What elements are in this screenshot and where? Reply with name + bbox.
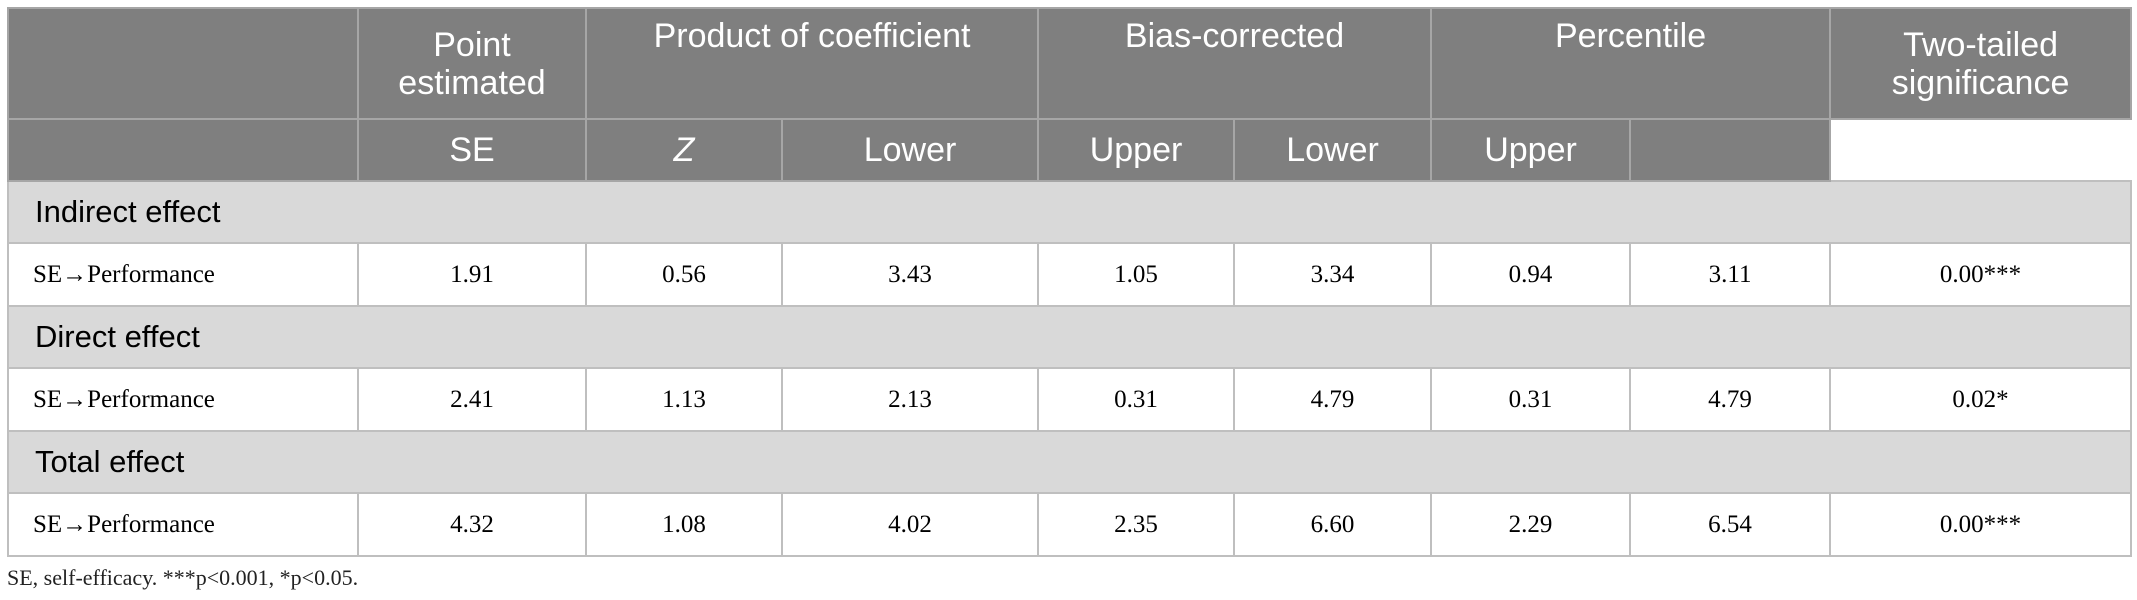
section-row: Direct effect	[6, 305, 2133, 369]
header-cell: Upper	[1037, 118, 1236, 182]
header-cell: Upper	[1430, 118, 1632, 182]
header-cell: Z	[585, 118, 783, 182]
value-cell: 2.13	[780, 367, 1040, 432]
value-cell: 4.79	[1629, 367, 1832, 432]
value-cell: 4.79	[1233, 367, 1433, 432]
section-label: Total effect	[6, 430, 2133, 494]
header-text: Bias-corrected	[1124, 17, 1345, 55]
value-cell: 0.02*	[1829, 367, 2133, 432]
header-text: Percentile	[1554, 17, 1707, 55]
value-cell: 1.13	[585, 367, 783, 432]
data-row: SE→Performance 4.32 1.08 4.02 2.35 6.60 2.29 6.…	[7, 492, 2133, 557]
value-cell: 2.35	[1037, 492, 1236, 557]
section-label: Indirect effect	[6, 180, 2133, 244]
value-cell: 0.31	[1037, 367, 1236, 432]
value-cell: 0.56	[585, 242, 783, 307]
value-cell: 6.54	[1629, 492, 1832, 557]
row-label: SE→Performance	[7, 492, 359, 557]
value-cell: 1.91	[357, 242, 587, 307]
section-row: Indirect effect	[6, 180, 2133, 244]
row-label: SE→Performance	[7, 367, 359, 432]
value-cell: 3.34	[1233, 242, 1433, 307]
row-label: SE→Performance	[7, 242, 359, 307]
header-cell	[7, 7, 359, 120]
header-cell	[7, 118, 359, 182]
header-cell: Percentile	[1430, 7, 1832, 120]
value-cell: 0.31	[1430, 367, 1632, 432]
value-cell: 2.29	[1430, 492, 1632, 557]
header-cell: Point estimated	[357, 7, 587, 120]
section-row: Total effect	[6, 430, 2133, 494]
header-cell: Lower	[780, 118, 1040, 182]
header-cell: Two-tailed significance	[1829, 7, 2133, 120]
value-cell: 1.08	[585, 492, 783, 557]
data-row: SE→Performance 1.91 0.56 3.43 1.05 3.34 0.94 3.…	[7, 242, 2133, 307]
value-cell: 0.94	[1430, 242, 1632, 307]
header-cell	[1629, 118, 1832, 182]
footnote: SE, self-efficacy. ***p<0.001, *p<0.05.	[7, 565, 359, 590]
header-cell: Bias-corrected	[1037, 7, 1433, 120]
header-cell: Product of coefficient	[584, 7, 1040, 120]
value-cell: 1.05	[1037, 242, 1236, 307]
value-cell: 3.11	[1629, 242, 1832, 307]
header-cell: Lower	[1233, 118, 1433, 182]
value-cell: 4.02	[780, 492, 1040, 557]
table-body: Indirect effect SE→Performance 1.91 0.56 3.4…	[6, 180, 2133, 557]
header-cell: SE	[357, 118, 587, 182]
section-label: Direct effect	[6, 305, 2133, 369]
value-cell: 4.32	[357, 492, 587, 557]
data-row: SE→Performance 2.41 1.13 2.13 0.31 4.79 0.31 4.…	[7, 367, 2133, 432]
header-text: Product of coefficient	[653, 17, 971, 55]
value-cell: 2.41	[357, 367, 587, 432]
table: Point estimated Product of coefficient B…	[6, 7, 2133, 557]
value-cell: 3.43	[780, 242, 1040, 307]
header-text: Two-tailed significance	[1891, 25, 2070, 102]
value-cell: 0.00***	[1829, 492, 2133, 557]
header-row: SE Z Lower Upper Lower Upper	[7, 118, 2131, 182]
header-row: Point estimated Product of coefficient B…	[7, 7, 2133, 120]
value-cell: 6.60	[1233, 492, 1433, 557]
header-text: Point estimated	[398, 25, 546, 102]
value-cell: 0.00***	[1829, 242, 2133, 307]
